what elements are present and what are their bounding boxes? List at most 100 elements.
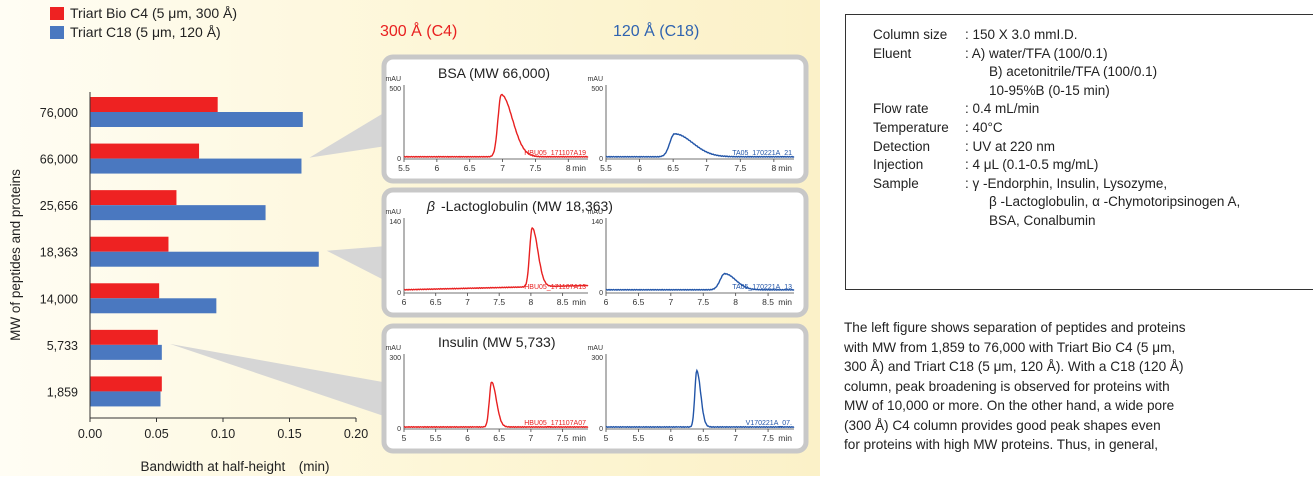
chrom-y-unit: mAU	[587, 209, 603, 216]
condition-value: : 40°C	[965, 119, 1003, 135]
panel-title: -Lactoglobulin (MW 18,363)	[441, 198, 613, 214]
condition-row: Detection: UV at 220 nm	[873, 138, 1313, 157]
legend-swatch-1	[50, 26, 64, 39]
chrom-x-tick-label: 5.5	[398, 163, 410, 173]
conditions-panel: Column size: 150 X 3.0 mmI.D. Eluent: A) …	[820, 0, 1313, 476]
chrom-trace-right	[605, 368, 795, 429]
chrom-x-tick-label: 6	[402, 297, 407, 307]
bar-0-3	[90, 236, 169, 252]
condition-row: Eluent: A) water/TFA (100/0.1)	[873, 45, 1313, 64]
chrom-x-tick-label: 8	[529, 297, 534, 307]
column-header-c18: 120 Å (C18)	[613, 21, 699, 40]
chrom-y-unit: mAU	[385, 76, 401, 83]
callout-wedge-lactoglobulin	[326, 246, 384, 280]
condition-value: : 4 μL (0.1-0.5 mg/mL)	[965, 157, 1099, 173]
bar-0-1	[90, 143, 200, 159]
condition-value: : γ -Endorphin, Insulin, Lysozyme,	[965, 175, 1168, 191]
column-header-c4: 300 Å (C4)	[380, 21, 457, 40]
bar-1-0	[90, 112, 303, 127]
description-line: for proteins with high MW proteins. Thus…	[844, 437, 1159, 452]
condition-row: Column size: 150 X 3.0 mmI.D.	[873, 26, 1313, 45]
chrom-x-tick-label: 6.5	[493, 433, 505, 443]
chrom-y-tick-max: 500	[591, 86, 603, 93]
description-line: MW of 10,000 or more. On the other hand,…	[844, 398, 1175, 413]
bar-1-6	[90, 391, 161, 407]
chrom-y-tick-max: 500	[389, 86, 401, 93]
chrom-file-label: HBU05_171107A19	[524, 150, 586, 157]
chrom-trace-left	[403, 226, 589, 291]
condition-row: Injection : 4 μL (0.1-0.5 mg/mL)	[873, 156, 1313, 175]
chrom-x-tick-label: 7	[668, 297, 673, 307]
y-axis-title: MW of peptides and proteins	[8, 169, 23, 341]
chrom-y-tick-min: 0	[599, 156, 603, 163]
chrom-file-label: HBU05_171107A13	[524, 284, 586, 291]
figure-svg: Triart Bio C4 (5 μm, 300 Å) Triart C18 (5…	[8, 5, 809, 474]
y-tick-label: 1,859	[47, 385, 78, 399]
callout-wedge-BSA	[309, 112, 384, 158]
condition-label: Flow rate	[873, 101, 929, 117]
condition-value: : A) water/TFA (100/0.1)	[965, 45, 1108, 61]
panel-title: BSA (MW 66,000)	[438, 65, 550, 81]
chrom-x-tick-label: 5.5	[600, 163, 612, 173]
y-tick-label: 5,733	[47, 339, 78, 353]
y-tick-label: 14,000	[40, 292, 78, 306]
x-tick-label: 0.10	[211, 427, 235, 441]
chrom-y-tick-max: 300	[389, 355, 401, 362]
chrom-x-tick-label: 6.5	[697, 433, 709, 443]
y-tick-label: 25,656	[40, 199, 78, 213]
chrom-x-unit: min	[778, 433, 792, 443]
bar-0-6	[90, 376, 162, 392]
chrom-x-tick-label: 7	[704, 163, 709, 173]
legend-label-1: Triart C18 (5 μm, 120 Å)	[70, 24, 221, 40]
bar-1-3	[90, 251, 319, 267]
x-axis-title: Bandwidth at half-height (min)	[140, 459, 329, 474]
chrom-y-unit: mAU	[587, 76, 603, 83]
condition-label: Injection	[873, 157, 924, 173]
chrom-panel-insulin	[381, 323, 809, 454]
x-tick-label: 0.20	[344, 427, 368, 441]
chrom-x-tick-label: 6.5	[430, 297, 442, 307]
y-tick-label: 66,000	[40, 153, 78, 167]
bar-0-4	[90, 283, 160, 299]
chrom-x-tick-label: 7	[465, 297, 470, 307]
chrom-x-tick-label: 6	[637, 163, 642, 173]
condition-row: Temperature : 40°C	[873, 119, 1313, 138]
description-line: 300 Å) and Triart C18 (5 μm, 120 Å). Wit…	[844, 359, 1184, 374]
legend-swatch-0	[50, 7, 64, 20]
chrom-x-tick-label: 8.5	[762, 297, 774, 307]
chrom-x-tick-label: 6	[465, 433, 470, 443]
chrom-x-tick-label: 8.5	[557, 297, 569, 307]
chrom-trace-left	[403, 381, 589, 429]
chrom-y-tick-min: 0	[397, 426, 401, 433]
chrom-y-tick-max: 140	[389, 219, 401, 226]
chrom-x-tick-label: 7	[733, 433, 738, 443]
chrom-file-label: TA05_170221A_21	[732, 150, 792, 157]
chrom-x-tick-label: 7.5	[762, 433, 774, 443]
bar-1-1	[90, 158, 302, 174]
chrom-file-label: V170221A_07.	[746, 420, 792, 427]
chrom-trace-right	[605, 272, 795, 291]
chrom-x-tick-label: 5.5	[632, 433, 644, 443]
y-tick-label: 18,363	[40, 246, 78, 260]
chrom-y-tick-min: 0	[397, 156, 401, 163]
bar-0-2	[90, 190, 177, 206]
condition-label: Column size	[873, 27, 948, 42]
condition-label: Sample	[873, 175, 919, 191]
chrom-y-tick-max: 300	[591, 355, 603, 362]
chrom-x-tick-label: 5	[604, 433, 609, 443]
chrom-x-tick-label: 6.5	[632, 297, 644, 307]
chrom-x-tick-label: 7.5	[557, 433, 569, 443]
chrom-x-tick-label: 8	[566, 163, 571, 173]
condition-label: Temperature	[873, 119, 949, 135]
condition-value-continued: BSA, Conalbumin	[989, 212, 1096, 228]
chrom-y-tick-min: 0	[599, 290, 603, 297]
x-tick-label: 0.15	[277, 427, 301, 441]
chrom-y-unit: mAU	[587, 345, 603, 352]
condition-row: Flow rate: 0.4 mL/min	[873, 100, 1313, 119]
description-line: (300 Å) C4 column provides good peak sha…	[844, 417, 1161, 433]
chrom-x-unit: min	[778, 163, 792, 173]
chrom-file-label: HBU05_171107A07	[524, 420, 586, 427]
chrom-x-tick-label: 6	[668, 433, 673, 443]
bar-1-4	[90, 298, 217, 314]
bar-1-5	[90, 344, 162, 360]
